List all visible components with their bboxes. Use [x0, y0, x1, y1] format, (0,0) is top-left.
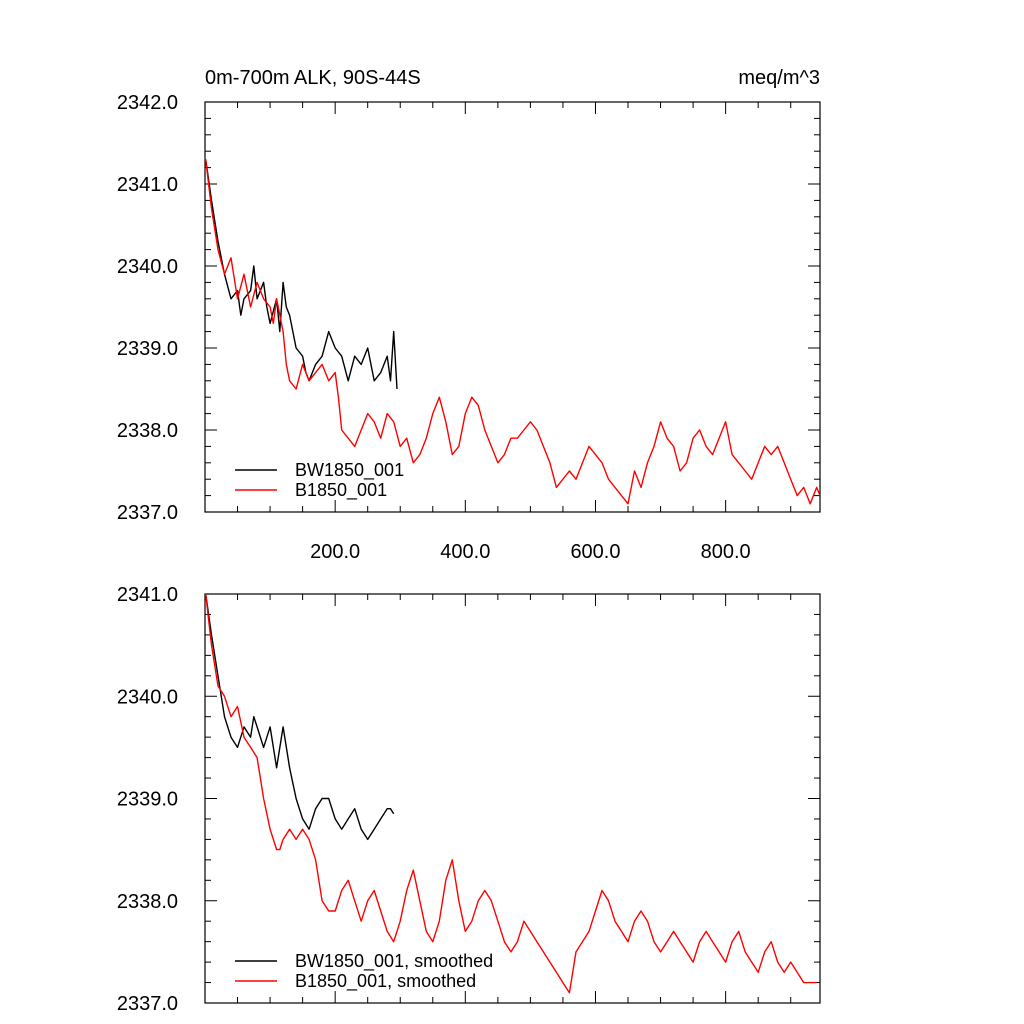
chart-title-right: meq/m^3: [738, 67, 820, 89]
y-tick-label: 2339.0: [117, 789, 178, 811]
series-line-black: [205, 159, 398, 390]
series-line-red: [205, 159, 820, 505]
series-line-red: [205, 594, 817, 994]
legend-label: BW1850_001, smoothed: [295, 951, 493, 972]
legend-label: B1850_001, smoothed: [295, 971, 476, 992]
chart-panel-1: 2337.0 2338.0 2339.0 2340.0 2341.0 2342.0 200.…: [117, 67, 821, 563]
y-tick-label: 2339.0: [117, 338, 178, 360]
chart-title-left: 0m-700m ALK, 90S-44S: [205, 67, 421, 89]
chart-panel-2: 2337.0 2338.0 2339.0 2340.0 2341.0 B1850_001,…: [117, 584, 821, 1015]
y-tick-label: 2337.0: [117, 502, 178, 524]
x-tick-label: 200.0: [310, 541, 360, 563]
series-line-black: [205, 594, 395, 841]
y-tick-label: 2340.0: [117, 686, 178, 708]
legend-label: BW1850_001: [295, 460, 404, 481]
y-tick-label: 2342.0: [117, 92, 178, 114]
y-tick-label: 2341.0: [117, 174, 178, 196]
y-tick-label: 2340.0: [117, 256, 178, 278]
x-tick-label: 800.0: [701, 541, 751, 563]
y-tick-label: 2338.0: [117, 891, 178, 913]
y-tick-label: 2341.0: [117, 584, 178, 606]
y-tick-label: 2338.0: [117, 420, 178, 442]
plot-frame: [204, 593, 821, 1004]
x-tick-label: 400.0: [440, 541, 490, 563]
legend-label: B1850_001: [295, 480, 387, 501]
x-tick-label: 600.0: [570, 541, 620, 563]
y-tick-label: 2337.0: [117, 993, 178, 1015]
plot-frame: [204, 101, 821, 513]
